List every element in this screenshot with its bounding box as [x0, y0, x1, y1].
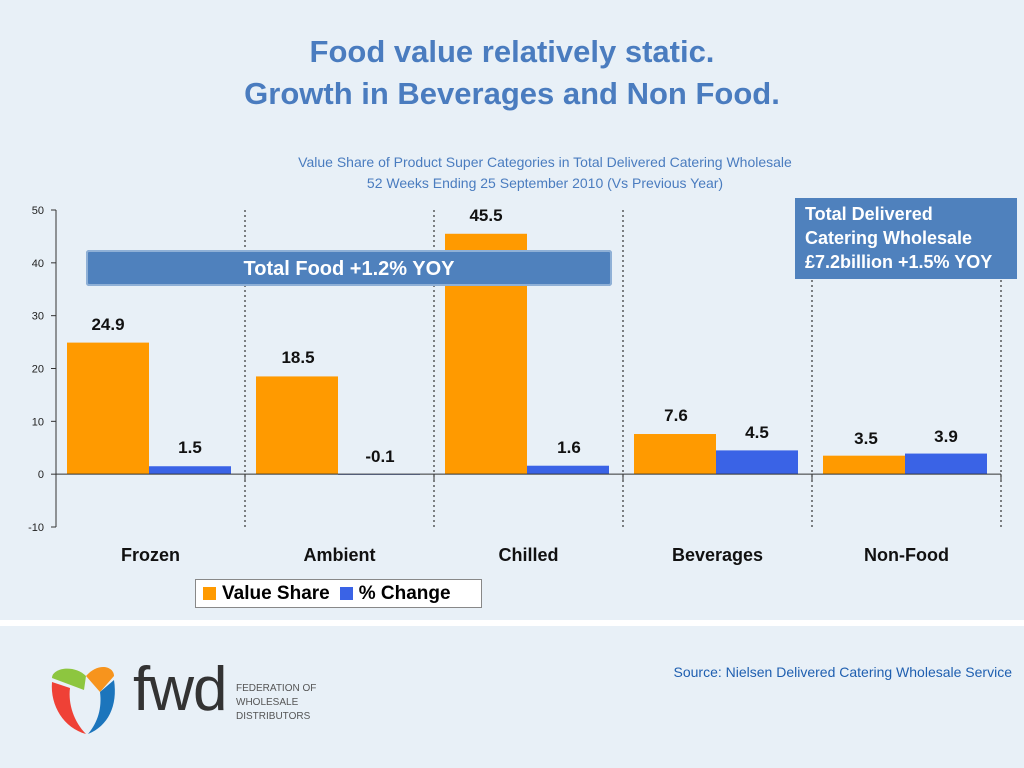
subtitle-line-2: 52 Weeks Ending 25 September 2010 (Vs Pr… [366, 175, 724, 191]
y-tick-label: -10 [28, 522, 44, 534]
total-box-line-2: Catering Wholesale [805, 228, 973, 248]
legend-pct-change: % Change [339, 582, 451, 605]
data-label: 3.5 [854, 429, 878, 448]
data-label: 18.5 [281, 348, 314, 367]
organization-name: FEDERATION OF WHOLESALE DISTRIBUTORS [236, 682, 316, 724]
data-label: 1.6 [557, 438, 581, 457]
x-tick-label: Frozen [121, 545, 180, 565]
data-label: 3.9 [934, 427, 958, 446]
source-note: Source: Nielsen Delivered Catering Whole… [673, 664, 1013, 680]
x-tick-label: Chilled [498, 545, 558, 565]
x-tick-label: Beverages [672, 545, 763, 565]
data-label: -0.1 [365, 447, 394, 466]
total-wholesale-box: Total Delivered Catering Wholesale £7.2b… [795, 198, 1017, 279]
org-line-2: WHOLESALE [236, 697, 299, 708]
logo-wordmark: fwd [133, 655, 227, 724]
bar-value-share [256, 376, 338, 475]
y-tick-label: 30 [32, 311, 44, 323]
x-tick-label: Ambient [304, 545, 376, 565]
data-label: 7.6 [664, 406, 688, 425]
bar-pct-change [716, 450, 798, 475]
data-label: 24.9 [91, 315, 124, 334]
data-label: 4.5 [745, 423, 769, 442]
bar-chart: -10 0 10 20 30 40 50 Frozen Ambient Chilled Bevera… [28, 205, 1002, 565]
bar-value-share [634, 434, 716, 475]
bar-value-share [67, 342, 149, 475]
data-label: 1.5 [178, 438, 202, 457]
title-line-2: Growth in Beverages and Non Food. [244, 76, 780, 111]
y-tick-label: 40 [32, 258, 44, 270]
subtitle-line-1: Value Share of Product Super Categories … [298, 154, 792, 170]
legend-swatch-value-share [203, 587, 216, 600]
bar-value-share [823, 455, 905, 475]
total-box-line-3: £7.2billion +1.5% YOY [805, 252, 993, 272]
fwd-logo-mark-icon [51, 666, 115, 734]
total-food-banner: Total Food +1.2% YOY [86, 250, 612, 286]
y-tick-label: 20 [32, 364, 44, 376]
legend-swatch-pct-change [339, 587, 353, 600]
bar-pct-change [149, 466, 231, 475]
x-tick-label: Non-Food [864, 545, 949, 565]
legend-value-share: Value Share [203, 583, 330, 605]
legend-label-pct-change: % Change [358, 582, 451, 604]
bar-pct-change [527, 465, 609, 475]
data-label: 45.5 [469, 206, 502, 225]
total-box-line-1: Total Delivered [805, 204, 933, 224]
footer-background [0, 626, 1024, 768]
y-tick-label: 50 [32, 205, 44, 217]
y-tick-label: 10 [32, 416, 44, 428]
chart-legend: Value Share % Change [195, 579, 482, 608]
legend-label-value-share: Value Share [222, 582, 330, 604]
bar-pct-change [905, 453, 987, 475]
title-line-1: Food value relatively static. [309, 34, 715, 69]
org-line-3: DISTRIBUTORS [236, 711, 311, 722]
org-line-1: FEDERATION OF [236, 683, 317, 694]
y-tick-label: 0 [38, 469, 44, 481]
